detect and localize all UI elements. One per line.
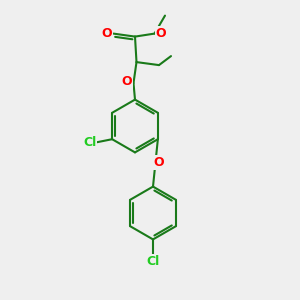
Text: Cl: Cl (83, 136, 96, 149)
Text: O: O (101, 27, 112, 40)
Text: O: O (153, 156, 164, 170)
Text: O: O (156, 27, 167, 40)
Text: Cl: Cl (146, 255, 160, 268)
Text: O: O (122, 75, 132, 88)
